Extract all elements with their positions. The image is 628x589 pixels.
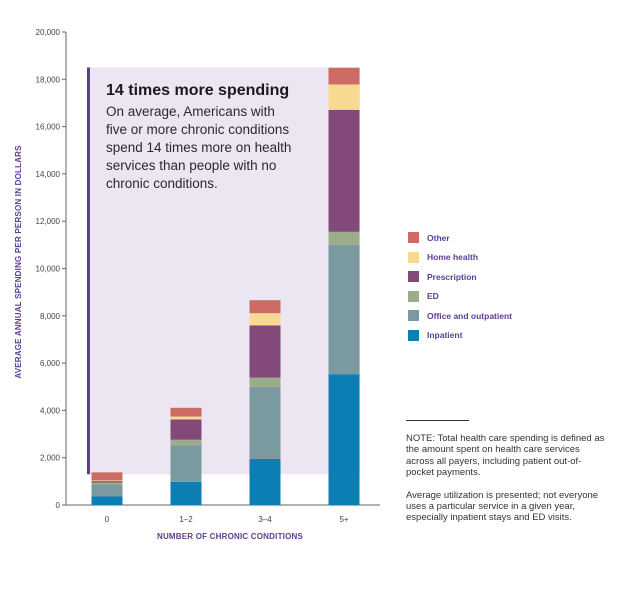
bar-segment-inpatient [170,481,202,505]
legend-item-home-health: Home health [408,251,512,264]
legend-swatch-home-health [408,251,419,263]
x-axis-title: NUMBER OF CHRONIC CONDITIONS [157,532,304,541]
bar-segment-home-health [91,480,123,482]
callout-panel [87,67,360,475]
y-tick-label: 20,000 [36,28,61,37]
y-tick-label: 16,000 [36,123,61,132]
bar-segment-other [328,67,360,85]
bar-segment-prescription [328,109,360,232]
bar-segment-other [249,300,281,314]
bar-segment-inpatient [91,496,123,505]
bar-segment-ed [170,439,202,446]
bar-segment-prescription [91,481,123,483]
callout-line-5: chronic conditions. [106,176,218,191]
bar-segment-other [91,472,123,481]
x-tick-label: 0 [105,515,110,524]
callout-line-1: On average, Americans with [106,104,275,119]
y-tick-label: 0 [56,501,61,510]
legend-item-ed: ED [408,290,512,303]
legend-label-prescription: Prescription [427,271,477,282]
y-tick-label: 4,000 [40,406,61,415]
bar-segment-other [170,407,202,417]
legend-swatch-inpatient [408,329,419,341]
bar-segment-office-and-outpatient [249,386,281,459]
bar-segment-ed [249,377,281,387]
bars [91,67,360,505]
legend-swatch-other [408,232,419,243]
y-tick-label: 6,000 [40,359,61,368]
x-tick-label: 5+ [339,515,348,524]
y-axis-title: AVERAGE ANNUAL SPENDING PER PERSON IN DO… [14,145,23,379]
bar-segment-home-health [170,416,202,420]
y-tick-label: 2,000 [40,454,61,463]
bar-segment-inpatient [328,374,360,505]
y-tick-label: 12,000 [36,217,61,226]
legend-label-office-outpatient: Office and outpatient [427,310,512,321]
legend-item-office-outpatient: Office and outpatient [408,309,512,322]
y-tick-label: 10,000 [36,265,61,274]
callout-title: 14 times more spending [106,82,289,99]
legend-swatch-ed [408,290,419,302]
legend-item-prescription: Prescription [408,270,512,283]
bar-segment-home-health [328,84,360,110]
note-paragraph-1: NOTE: Total health care spending is defi… [406,433,605,479]
legend-item-inpatient: Inpatient [408,329,512,342]
bar-segment-ed [91,482,123,485]
callout-panel-fill [88,67,360,475]
x-tick-label: 3–4 [258,515,272,524]
bar-segment-ed [328,231,360,245]
y-tick-label: 8,000 [40,312,61,321]
legend-label-inpatient: Inpatient [427,330,463,341]
bar-segment-prescription [170,419,202,440]
legend-item-other: Other [408,231,512,244]
note-divider [406,420,469,421]
legend-label-home-health: Home health [427,252,479,263]
legend-swatch-office-outpatient [408,310,419,322]
callout-line-4: services than people with no [106,158,276,173]
bar-segment-office-and-outpatient [328,244,360,375]
legend-label-other: Other [427,232,450,243]
legend: Other Home health Prescription ED Office… [408,231,512,349]
bar-segment-prescription [249,325,281,378]
callout-line-3: spend 14 times more on health [106,140,291,155]
bar-segment-inpatient [249,458,281,505]
y-tick-label: 14,000 [36,170,61,179]
y-tick-label: 18,000 [36,75,61,84]
legend-swatch-prescription [408,271,419,283]
callout-text: 14 times more spending On average, Ameri… [106,82,291,191]
bar-segment-home-health [249,313,281,326]
note-block: NOTE: Total health care spending is defi… [406,433,606,535]
callout-line-2: five or more chronic conditions [106,122,289,137]
bar-segment-office-and-outpatient [91,484,123,497]
bar-segment-office-and-outpatient [170,445,202,482]
note-paragraph-2: Average utilization is presented; not ev… [406,489,599,524]
legend-label-ed: ED [427,291,439,302]
callout-accent-bar [87,67,90,475]
x-tick-label: 1–2 [179,515,193,524]
